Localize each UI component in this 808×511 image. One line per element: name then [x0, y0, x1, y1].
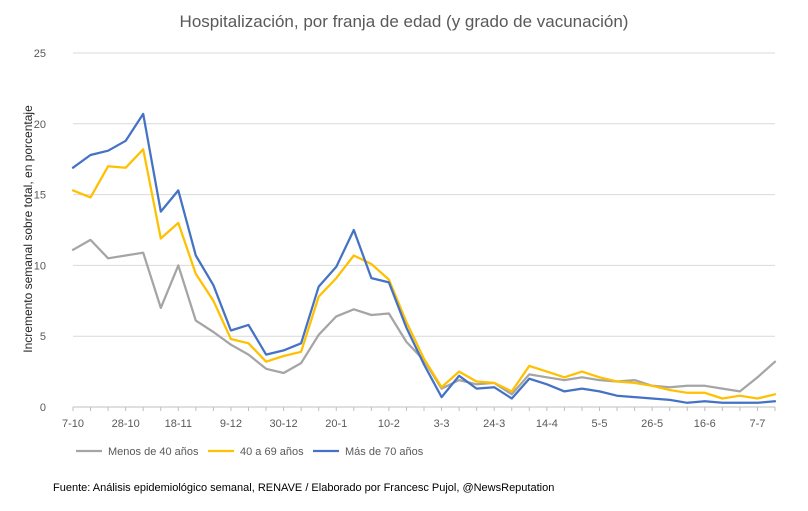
y-tick-label: 5: [40, 331, 46, 343]
x-tick-label: 16-6: [694, 418, 716, 430]
x-tick-label: 20-1: [325, 418, 347, 430]
legend-label: 40 a 69 años: [240, 446, 304, 458]
legend-label: Menos de 40 años: [108, 446, 199, 458]
y-tick-label: 15: [34, 190, 46, 202]
y-tick-label: 20: [34, 119, 46, 131]
legend: Menos de 40 años 40 a 69 años Más de 70 añ…: [76, 446, 424, 458]
y-tick-label: 0: [40, 402, 46, 414]
y-axis-title: Incremento semanal sobre total, en porce…: [21, 105, 35, 353]
series-line-1: [71, 238, 777, 396]
series-line-2: [71, 148, 777, 400]
source-note: Fuente: Análisis epidemiológico semanal,…: [53, 482, 554, 494]
x-tick-label: 18-11: [165, 418, 192, 430]
chart-title: Hospitalización, por franja de edad (y g…: [180, 12, 629, 31]
x-tick-label: 5-5: [592, 418, 608, 430]
x-tick-label: 7-10: [62, 418, 84, 430]
x-tick-label: 9-12: [220, 418, 242, 430]
y-tick-label: 25: [34, 48, 46, 60]
x-tick-label: 10-2: [378, 418, 400, 430]
series-lines: [71, 112, 777, 404]
series-line-3: [71, 112, 777, 404]
gridlines: [73, 52, 775, 337]
legend-label: Más de 70 años: [345, 446, 424, 458]
x-tick-label: 30-12: [270, 418, 298, 430]
x-tick-label: 26-5: [641, 418, 663, 430]
x-tick-label: 3-3: [434, 418, 450, 430]
x-tick-label: 7-7: [749, 418, 765, 430]
x-tick-label: 14-4: [536, 418, 558, 430]
x-tick-label: 28-10: [112, 418, 140, 430]
y-tick-label: 10: [34, 260, 46, 272]
x-tick-label: 24-3: [483, 418, 505, 430]
x-axis: 7-10 28-10 18-11 9-12 30-12 20-1 10-2 3-3 24-3 14…: [62, 406, 776, 430]
y-axis-ticks: 0 5 10 15 20 25: [34, 48, 46, 414]
